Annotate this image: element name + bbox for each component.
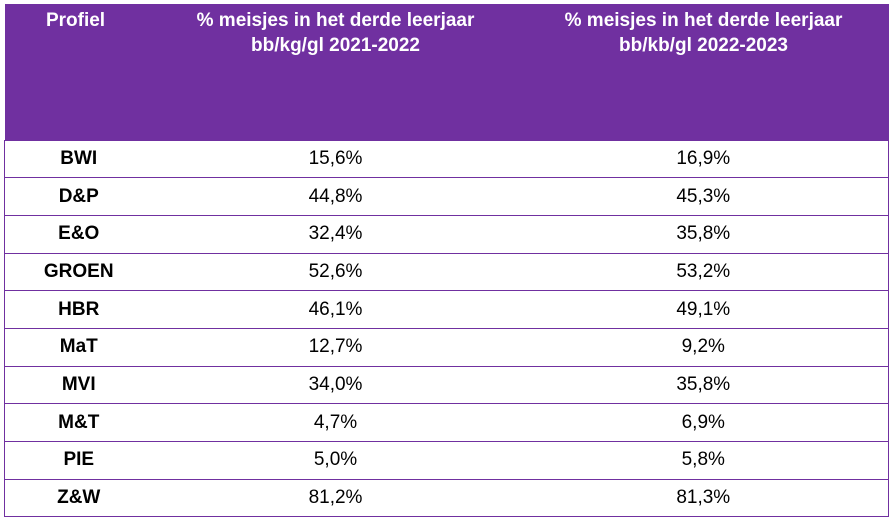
cell-2022-2023: 81,3%	[518, 478, 889, 518]
cell-2022-2023: 53,2%	[518, 252, 889, 291]
cell-2021-2022: 32,4%	[152, 214, 519, 254]
table-row: HBR 46,1% 49,1%	[4, 290, 889, 329]
table-row: GROEN 52,6% 53,2%	[4, 252, 889, 291]
table-row: E&O 32,4% 35,8%	[4, 214, 889, 254]
girls-percentage-table: Profiel % meisjes in het derde leerjaar …	[4, 4, 889, 518]
cell-2022-2023: 5,8%	[518, 441, 889, 480]
cell-profiel: MaT	[4, 327, 153, 367]
cell-2021-2022: 46,1%	[152, 290, 519, 329]
cell-2021-2022: 12,7%	[152, 327, 519, 367]
cell-profiel: D&P	[4, 177, 153, 216]
cell-2022-2023: 35,8%	[518, 365, 889, 404]
cell-2022-2023: 35,8%	[518, 214, 889, 254]
cell-profiel: HBR	[4, 290, 153, 329]
header-row: Profiel % meisjes in het derde leerjaar …	[4, 4, 889, 140]
cell-2021-2022: 52,6%	[152, 252, 519, 291]
table-row: PIE 5,0% 5,8%	[4, 441, 889, 480]
table-row: Z&W 81,2% 81,3%	[4, 478, 889, 518]
header-2021-line2: bb/kg/gl 2021-2022	[251, 35, 420, 56]
header-2022-line1: % meisjes in het derde leerjaar	[564, 10, 843, 31]
table-row: M&T 4,7% 6,9%	[4, 403, 889, 442]
header-2022-line2: bb/kb/gl 2022-2023	[619, 35, 788, 56]
header-2022-2023: % meisjes in het derde leerjaar bb/kb/gl…	[518, 4, 889, 140]
cell-2022-2023: 49,1%	[518, 290, 889, 329]
cell-profiel: PIE	[4, 441, 153, 480]
cell-profiel: MVI	[4, 365, 153, 404]
header-profiel-label: Profiel	[45, 10, 106, 31]
cell-profiel: M&T	[4, 403, 153, 442]
cell-2022-2023: 6,9%	[518, 403, 889, 442]
cell-2021-2022: 81,2%	[152, 478, 519, 518]
cell-2022-2023: 45,3%	[518, 177, 889, 216]
header-2021-line1: % meisjes in het derde leerjaar	[196, 10, 475, 31]
cell-profiel: GROEN	[4, 252, 153, 291]
cell-2022-2023: 9,2%	[518, 327, 889, 367]
table-row: MaT 12,7% 9,2%	[4, 327, 889, 367]
cell-2021-2022: 5,0%	[152, 441, 519, 480]
cell-2022-2023: 16,9%	[518, 139, 889, 178]
header-profiel: Profiel	[4, 4, 153, 140]
cell-2021-2022: 15,6%	[152, 139, 519, 178]
cell-profiel: E&O	[4, 214, 153, 254]
cell-profiel: Z&W	[4, 478, 153, 518]
cell-profiel: BWI	[4, 139, 153, 178]
cell-2021-2022: 34,0%	[152, 365, 519, 404]
cell-2021-2022: 4,7%	[152, 403, 519, 442]
cell-2021-2022: 44,8%	[152, 177, 519, 216]
header-2021-2022: % meisjes in het derde leerjaar bb/kg/gl…	[152, 4, 519, 140]
table-row: D&P 44,8% 45,3%	[4, 177, 889, 216]
table-row: BWI 15,6% 16,9%	[4, 139, 889, 178]
table-row: MVI 34,0% 35,8%	[4, 365, 889, 404]
